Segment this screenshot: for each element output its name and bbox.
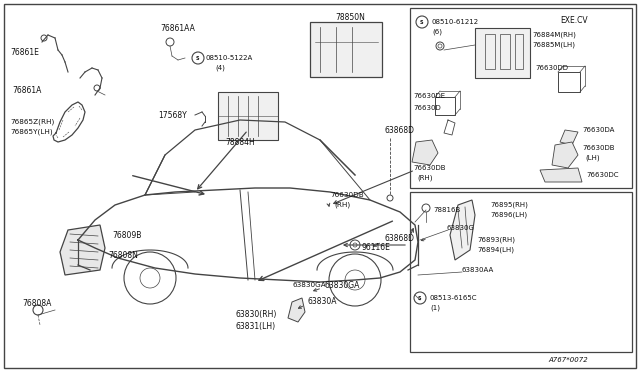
Text: S: S xyxy=(419,19,423,25)
Text: (4): (4) xyxy=(215,65,225,71)
Text: 76630DD: 76630DD xyxy=(535,65,568,71)
Bar xyxy=(410,8,632,188)
Text: 76808A: 76808A xyxy=(22,298,51,308)
Text: 76861AA: 76861AA xyxy=(160,23,195,32)
Polygon shape xyxy=(560,130,578,145)
Text: (6): (6) xyxy=(432,29,442,35)
Text: 63868D: 63868D xyxy=(385,234,415,243)
Text: (RH): (RH) xyxy=(417,175,433,181)
Text: 76630DA: 76630DA xyxy=(582,127,614,133)
Text: 76630DE: 76630DE xyxy=(413,93,445,99)
Bar xyxy=(475,28,530,78)
Bar xyxy=(500,34,510,69)
Text: 76630DB: 76630DB xyxy=(413,165,445,171)
Text: 76884M(RH): 76884M(RH) xyxy=(532,32,576,38)
Text: 76896(LH): 76896(LH) xyxy=(490,212,527,218)
Polygon shape xyxy=(450,200,475,260)
Text: S: S xyxy=(417,295,420,301)
Text: (1): (1) xyxy=(430,305,440,311)
Text: 63830A: 63830A xyxy=(308,298,337,307)
Polygon shape xyxy=(540,168,582,182)
Text: 76865Z(RH): 76865Z(RH) xyxy=(10,119,54,125)
Text: 63830G: 63830G xyxy=(447,225,475,231)
Text: 78884H: 78884H xyxy=(225,138,255,147)
Text: 76861A: 76861A xyxy=(12,86,42,94)
Text: 63830(RH): 63830(RH) xyxy=(235,311,276,320)
Polygon shape xyxy=(60,225,105,275)
Polygon shape xyxy=(552,142,578,168)
Text: 78850N: 78850N xyxy=(335,13,365,22)
Text: 76861E: 76861E xyxy=(10,48,39,57)
Text: 63830GA: 63830GA xyxy=(325,280,360,289)
Text: (LH): (LH) xyxy=(585,155,600,161)
Text: 76809B: 76809B xyxy=(112,231,141,240)
Bar xyxy=(515,34,523,69)
Text: 76885M(LH): 76885M(LH) xyxy=(532,42,575,48)
Text: 76630DB: 76630DB xyxy=(330,192,364,198)
Text: 08510-61212: 08510-61212 xyxy=(432,19,479,25)
Text: 08510-5122A: 08510-5122A xyxy=(206,55,253,61)
Text: 76865Y(LH): 76865Y(LH) xyxy=(10,129,52,135)
Text: 76893(RH): 76893(RH) xyxy=(477,237,515,243)
Text: 76630DC: 76630DC xyxy=(586,172,618,178)
Text: (RH): (RH) xyxy=(334,202,350,208)
Text: 63868D: 63868D xyxy=(385,125,415,135)
Bar xyxy=(310,22,382,77)
Text: 63830GA: 63830GA xyxy=(293,282,327,288)
Text: 76808N: 76808N xyxy=(108,250,138,260)
Polygon shape xyxy=(412,140,438,165)
Polygon shape xyxy=(288,298,305,322)
Bar xyxy=(485,34,495,69)
Text: 08513-6165C: 08513-6165C xyxy=(430,295,477,301)
Text: EXE.CV: EXE.CV xyxy=(560,16,588,25)
Text: 63831(LH): 63831(LH) xyxy=(235,321,275,330)
Text: 76630D: 76630D xyxy=(413,105,441,111)
Text: 78816B: 78816B xyxy=(433,207,460,213)
Text: 63830AA: 63830AA xyxy=(462,267,494,273)
Text: 17568Y: 17568Y xyxy=(158,110,187,119)
Bar xyxy=(218,92,278,140)
Bar xyxy=(435,97,455,115)
Bar xyxy=(410,192,632,352)
Text: 96116E: 96116E xyxy=(362,244,391,253)
Text: S: S xyxy=(195,55,199,61)
Text: 76630DB: 76630DB xyxy=(582,145,614,151)
Text: A767*0072: A767*0072 xyxy=(548,357,588,363)
Text: 76894(LH): 76894(LH) xyxy=(477,247,514,253)
Text: 76895(RH): 76895(RH) xyxy=(490,202,528,208)
Bar xyxy=(558,72,580,92)
